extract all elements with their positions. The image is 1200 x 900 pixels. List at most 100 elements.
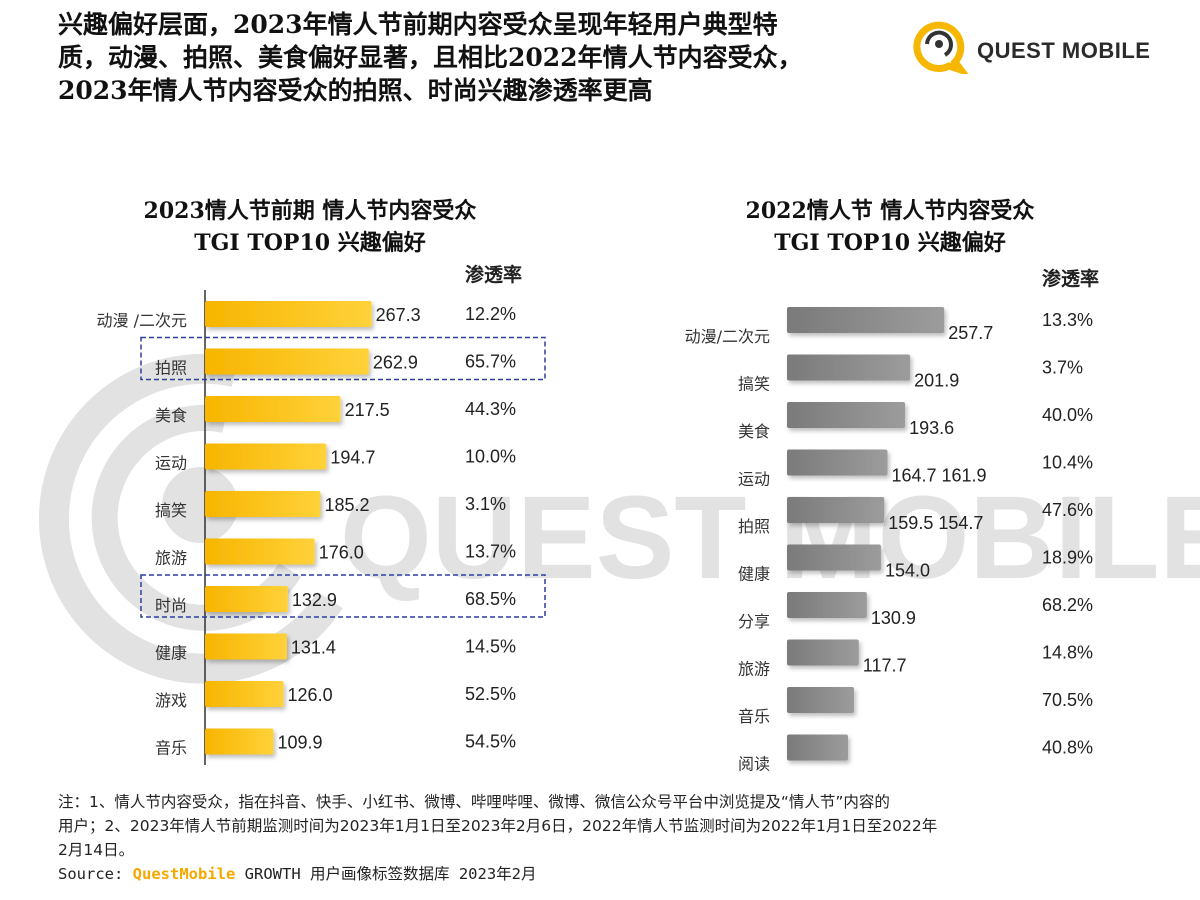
- value-label: 201.9: [914, 371, 959, 391]
- value-label: 267.3: [376, 305, 421, 325]
- bar: [205, 681, 284, 707]
- headline-line: 兴趣偏好层面，2023年情人节前期内容受众呈现年轻用户典型特: [58, 10, 778, 39]
- bar: [787, 592, 867, 618]
- quest-mobile-logo-icon: [913, 21, 971, 77]
- category-label: 音乐: [155, 739, 187, 758]
- footnote-line: 注：1、情人节内容受众，指在抖音、快手、小红书、微博、哔哩哔哩、微博、微信公众号…: [58, 793, 890, 811]
- bar: [787, 402, 906, 428]
- penetration-label: 14.8%: [1042, 643, 1093, 663]
- source-prefix: Source:: [58, 865, 124, 883]
- category-label: 搞笑: [738, 375, 770, 394]
- bar: [787, 734, 848, 761]
- bar: [787, 354, 911, 381]
- bar: [205, 348, 369, 375]
- penetration-label: 47.6%: [1042, 500, 1093, 520]
- value-label: 131.4: [291, 638, 336, 658]
- footnote: 注：1、情人节内容受众，指在抖音、快手、小红书、微博、哔哩哔哩、微博、微信公众号…: [58, 790, 1158, 886]
- category-label: 美食: [155, 406, 187, 425]
- penetration-label: 3.7%: [1042, 358, 1083, 378]
- penetration-label: 13.7%: [465, 542, 516, 562]
- penetration-label: 54.5%: [465, 732, 516, 752]
- category-label: 游戏: [155, 691, 187, 710]
- footnote-line: 用户；2、2023年情人节前期监测时间为2023年1月1日至2023年2月6日，…: [58, 817, 938, 835]
- category-label: 阅读: [738, 755, 770, 774]
- highlight-box: [140, 574, 546, 618]
- category-label: 音乐: [738, 707, 770, 726]
- penetration-label: 18.9%: [1042, 548, 1093, 568]
- penetration-label: 68.5%: [465, 589, 516, 609]
- bar: [205, 491, 321, 517]
- category-label: 分享: [738, 612, 770, 631]
- penetration-label: 44.3%: [465, 399, 516, 419]
- highlight-box: [140, 336, 546, 381]
- page-headline: 兴趣偏好层面，2023年情人节前期内容受众呈现年轻用户典型特 质，动漫、拍照、美…: [58, 8, 918, 107]
- bar: [205, 301, 372, 327]
- brand-logo: QUEST MOBILE: [905, 14, 1155, 77]
- category-label: 时尚: [155, 596, 187, 615]
- chart-title-line: TGI TOP10 兴趣偏好: [194, 230, 426, 256]
- headline-line: 质，动漫、拍照、美食偏好显著，且相比2022年情人节内容受众，: [58, 43, 803, 72]
- source-line: Source: QuestMobile GROWTH 用户画像标签数据库 202…: [58, 862, 1158, 886]
- value-label: 154.0: [885, 561, 930, 581]
- bar: [205, 538, 315, 565]
- bar: [205, 396, 341, 422]
- value-label: 164.7 161.9: [891, 466, 986, 486]
- penetration-label: 10.0%: [465, 447, 516, 467]
- bar: [787, 497, 885, 523]
- bar: [205, 728, 274, 755]
- category-label: 搞笑: [155, 501, 187, 520]
- chart-2022: 动漫/二次元 257.7 13.3% 搞笑 201.9 3.7% 美食 193.6 40.0% 运…: [685, 307, 1093, 774]
- value-label: 130.9: [871, 608, 916, 628]
- source-rest: GROWTH 用户画像标签数据库 2023年2月: [244, 865, 537, 883]
- chart-2022-title: 2022情人节 情人节内容受众 TGI TOP10 兴趣偏好: [680, 195, 1100, 259]
- category-label: 动漫 /二次元: [97, 311, 187, 330]
- chart-title-line: TGI TOP10 兴趣偏好: [774, 230, 1006, 256]
- penetration-label: 40.0%: [1042, 405, 1093, 425]
- category-label: 拍照: [738, 517, 770, 536]
- chart-2023-title: 2023情人节前期 情人节内容受众 TGI TOP10 兴趣偏好: [100, 195, 520, 259]
- value-label: 257.7: [948, 323, 993, 343]
- category-label: 运动: [738, 470, 770, 489]
- charts-area: 动漫 /二次元 267.3 12.2% 拍照 262.9 65.7% 美食 217.5 44.3…: [97, 290, 1093, 774]
- category-label: 旅游: [155, 549, 187, 568]
- bar: [787, 687, 855, 713]
- category-label: 动漫/二次元: [685, 327, 770, 346]
- penetration-label: 3.1%: [465, 494, 506, 514]
- category-label: 美食: [738, 422, 770, 441]
- category-label: 旅游: [738, 660, 770, 679]
- value-label: 159.5 154.7: [888, 513, 983, 533]
- headline-line: 2023年情人节内容受众的拍照、时尚兴趣渗透率更高: [58, 76, 653, 105]
- bar: [205, 586, 288, 612]
- penetration-label: 52.5%: [465, 684, 516, 704]
- value-label: 126.0: [288, 685, 333, 705]
- chart-2023: 动漫 /二次元 267.3 12.2% 拍照 262.9 65.7% 美食 217.5 44.3…: [97, 290, 546, 765]
- value-label: 217.5: [345, 400, 390, 420]
- penetration-label: 10.4%: [1042, 453, 1093, 473]
- penetration-label: 12.2%: [465, 304, 516, 324]
- value-label: 132.9: [292, 590, 337, 610]
- category-label: 拍照: [155, 359, 187, 378]
- chart-title-line: 2023情人节前期 情人节内容受众: [143, 198, 477, 224]
- value-label: 193.6: [909, 418, 954, 438]
- category-label: 健康: [738, 565, 770, 584]
- bar: [787, 449, 888, 476]
- source-brand: QuestMobile: [132, 865, 236, 883]
- value-label: 176.0: [319, 543, 364, 563]
- penetration-label: 65.7%: [465, 352, 516, 372]
- bar: [205, 633, 287, 660]
- penetration-label: 14.5%: [465, 637, 516, 657]
- penetration-label: 13.3%: [1042, 310, 1093, 330]
- footnote-line: 2月14日。: [58, 841, 135, 859]
- penetration-label: 70.5%: [1042, 690, 1093, 710]
- penetration-label: 40.8%: [1042, 738, 1093, 758]
- value-label: 185.2: [324, 495, 369, 515]
- penetration-header-2022: 渗透率: [1042, 268, 1100, 290]
- bar: [787, 544, 881, 571]
- value-label: 194.7: [330, 448, 375, 468]
- bar: [787, 639, 859, 666]
- category-label: 健康: [155, 644, 187, 663]
- bar: [787, 307, 945, 333]
- value-label: 262.9: [373, 353, 418, 373]
- penetration-header-2023: 渗透率: [465, 264, 523, 286]
- chart-title-line: 2022情人节 情人节内容受众: [745, 198, 1035, 224]
